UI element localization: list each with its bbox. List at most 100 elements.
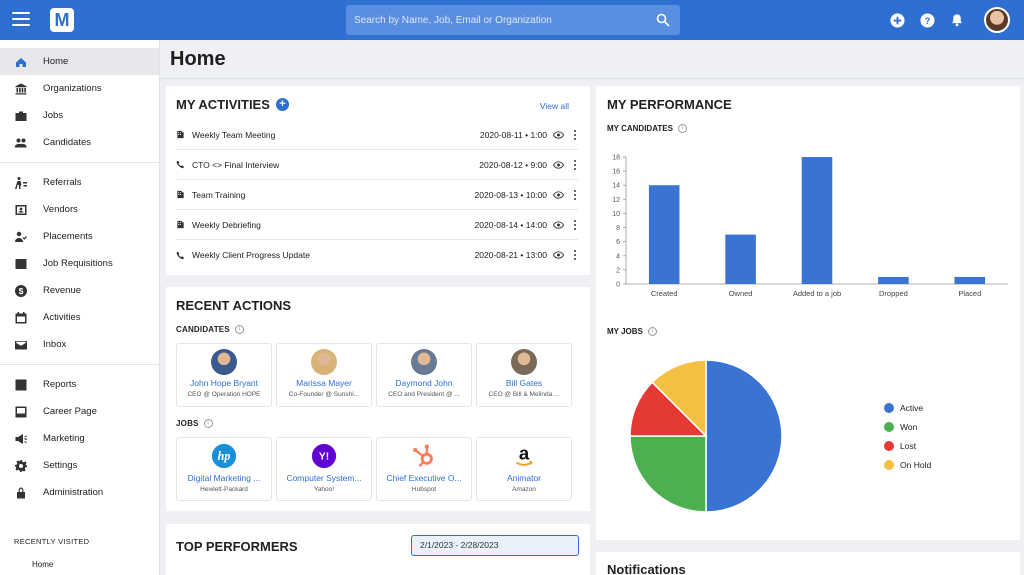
sidebar-item-organizations[interactable]: Organizations	[0, 75, 159, 102]
bell-icon[interactable]	[948, 11, 966, 29]
job-title[interactable]: Computer System...	[286, 473, 362, 483]
more-options-icon[interactable]	[572, 159, 578, 170]
placement-icon	[14, 230, 28, 244]
sidebar-item-placements[interactable]: Placements	[0, 223, 159, 250]
sidebar-item-vendors[interactable]: Vendors	[0, 196, 159, 223]
job-title[interactable]: Animator	[506, 473, 541, 483]
activity-name: CTO <> Final Interview	[192, 159, 280, 170]
candidate-name[interactable]: John Hope Bryant	[189, 378, 259, 388]
candidate-tile[interactable]: John Hope Bryant CEO @ Operation HOPE	[176, 343, 272, 407]
sidebar-item-jobs[interactable]: Jobs	[0, 102, 159, 129]
eye-icon[interactable]	[552, 130, 565, 139]
sidebar-item-label: Placements	[43, 231, 93, 242]
activity-date: 2020-08-13 • 10:00	[474, 189, 547, 200]
info-icon[interactable]: i	[234, 325, 244, 334]
y-tick-label: 16	[612, 169, 620, 176]
home-icon	[14, 55, 28, 69]
more-options-icon[interactable]	[572, 189, 578, 200]
pie-slice[interactable]	[651, 359, 707, 438]
y-tick-label: 6	[616, 239, 620, 246]
candidates-subheading: CANDIDATES i	[176, 325, 244, 334]
job-tile[interactable]: Y! Computer System... Yahoo!	[276, 437, 372, 501]
bar[interactable]	[648, 185, 680, 284]
candidate-tile[interactable]: Marissa Mayer Co-Founder @ Sunshi...	[276, 343, 372, 407]
bar[interactable]	[801, 157, 833, 284]
date-range-picker[interactable]: 2/1/2023 - 2/28/2023	[411, 535, 579, 556]
eye-icon[interactable]	[552, 190, 565, 199]
legend-item[interactable]: Lost	[884, 436, 931, 455]
sidebar-item-referrals[interactable]: Referrals	[0, 169, 159, 196]
user-avatar[interactable]	[984, 7, 1010, 33]
svg-text:hp: hp	[218, 449, 231, 463]
sidebar-item-home[interactable]: Home	[0, 48, 159, 75]
view-all-link[interactable]: View all	[539, 101, 569, 111]
add-icon[interactable]	[888, 11, 906, 29]
activity-row[interactable]: Weekly Client Progress Update 2020-08-21 …	[176, 240, 578, 270]
info-icon[interactable]: i	[677, 124, 687, 133]
candidate-name[interactable]: Daymond John	[395, 378, 453, 388]
sidebar-item-administration[interactable]: Administration	[0, 479, 159, 506]
sidebar-item-career-page[interactable]: Career Page	[0, 398, 159, 425]
jobs-subheading: JOBS i	[176, 419, 213, 428]
job-tile[interactable]: hp Digital Marketing ... Hewlett-Packard	[176, 437, 272, 501]
pie-slice[interactable]	[629, 435, 707, 513]
search-box[interactable]	[346, 5, 680, 35]
legend-dot	[884, 440, 894, 451]
recent-actions-card: RECENT ACTIONS CANDIDATES i John Hope Br…	[166, 287, 590, 511]
legend-dot	[884, 402, 894, 413]
legend-item[interactable]: Active	[884, 398, 931, 417]
sidebar-item-candidates[interactable]: Candidates	[0, 129, 159, 156]
sidebar: Home Organizations Jobs Candidates Referrals…	[0, 40, 160, 575]
x-tick-label: Owned	[729, 289, 753, 298]
candidate-name[interactable]: Marissa Mayer	[296, 378, 352, 388]
sidebar-item-activities[interactable]: Activities	[0, 304, 159, 331]
search-input[interactable]	[346, 5, 646, 35]
pie-slice[interactable]	[629, 381, 708, 437]
y-tick-label: 14	[612, 183, 620, 190]
candidate-tile[interactable]: Bill Gates CEO @ Bill & Melinda ...	[476, 343, 572, 407]
bar[interactable]	[878, 276, 909, 284]
sidebar-item-revenue[interactable]: $ Revenue	[0, 277, 159, 304]
recent-item-home[interactable]: Home	[32, 560, 54, 569]
job-title[interactable]: Chief Executive O...	[386, 473, 462, 483]
more-options-icon[interactable]	[572, 250, 578, 260]
pie-slice[interactable]	[705, 359, 783, 513]
menu-icon[interactable]	[12, 12, 30, 26]
add-activity-button[interactable]: +	[275, 98, 289, 111]
sidebar-item-inbox[interactable]: Inbox	[0, 331, 159, 358]
eye-icon[interactable]	[552, 220, 565, 229]
app-logo[interactable]: M	[50, 8, 74, 32]
sidebar-item-reports[interactable]: Reports	[0, 371, 159, 398]
info-icon[interactable]: i	[203, 419, 213, 428]
job-tile[interactable]: a Animator Amazon	[476, 437, 572, 501]
job-title[interactable]: Digital Marketing ...	[187, 473, 261, 483]
hubspot-logo	[410, 442, 438, 470]
legend-item[interactable]: On Hold	[884, 455, 931, 474]
activity-row[interactable]: Team Training 2020-08-13 • 10:00	[176, 180, 578, 210]
help-icon[interactable]: ?	[918, 11, 936, 29]
career-page-icon	[14, 405, 28, 419]
eye-icon[interactable]	[552, 160, 565, 169]
activity-row[interactable]: CTO <> Final Interview 2020-08-12 • 9:00	[176, 150, 578, 180]
eye-icon[interactable]	[552, 251, 565, 259]
info-icon[interactable]: i	[647, 327, 657, 336]
svg-text:a: a	[519, 443, 530, 464]
candidate-tile[interactable]: Daymond John CEO and President @ ...	[376, 343, 472, 407]
notifications-title: Notifications	[607, 562, 686, 575]
bar[interactable]	[954, 276, 986, 284]
sidebar-item-label: Activities	[43, 312, 81, 323]
job-tile[interactable]: Chief Executive O... Hubspot	[376, 437, 472, 501]
activity-row[interactable]: Weekly Debriefing 2020-08-14 • 14:00	[176, 210, 578, 240]
y-tick-label: 4	[616, 253, 620, 260]
search-icon[interactable]	[656, 13, 670, 27]
sidebar-item-job-requisitions[interactable]: Job Requisitions	[0, 250, 159, 277]
candidate-name[interactable]: Bill Gates	[505, 378, 543, 388]
bar[interactable]	[725, 234, 756, 284]
sidebar-item-settings[interactable]: Settings	[0, 452, 159, 479]
legend-item[interactable]: Won	[884, 417, 931, 436]
more-options-icon[interactable]	[572, 219, 578, 230]
sidebar-item-marketing[interactable]: Marketing	[0, 425, 159, 452]
more-options-icon[interactable]	[572, 129, 578, 140]
sidebar-item-label: Jobs	[43, 110, 64, 121]
activity-row[interactable]: Weekly Team Meeting 2020-08-11 • 1:00	[176, 120, 578, 150]
